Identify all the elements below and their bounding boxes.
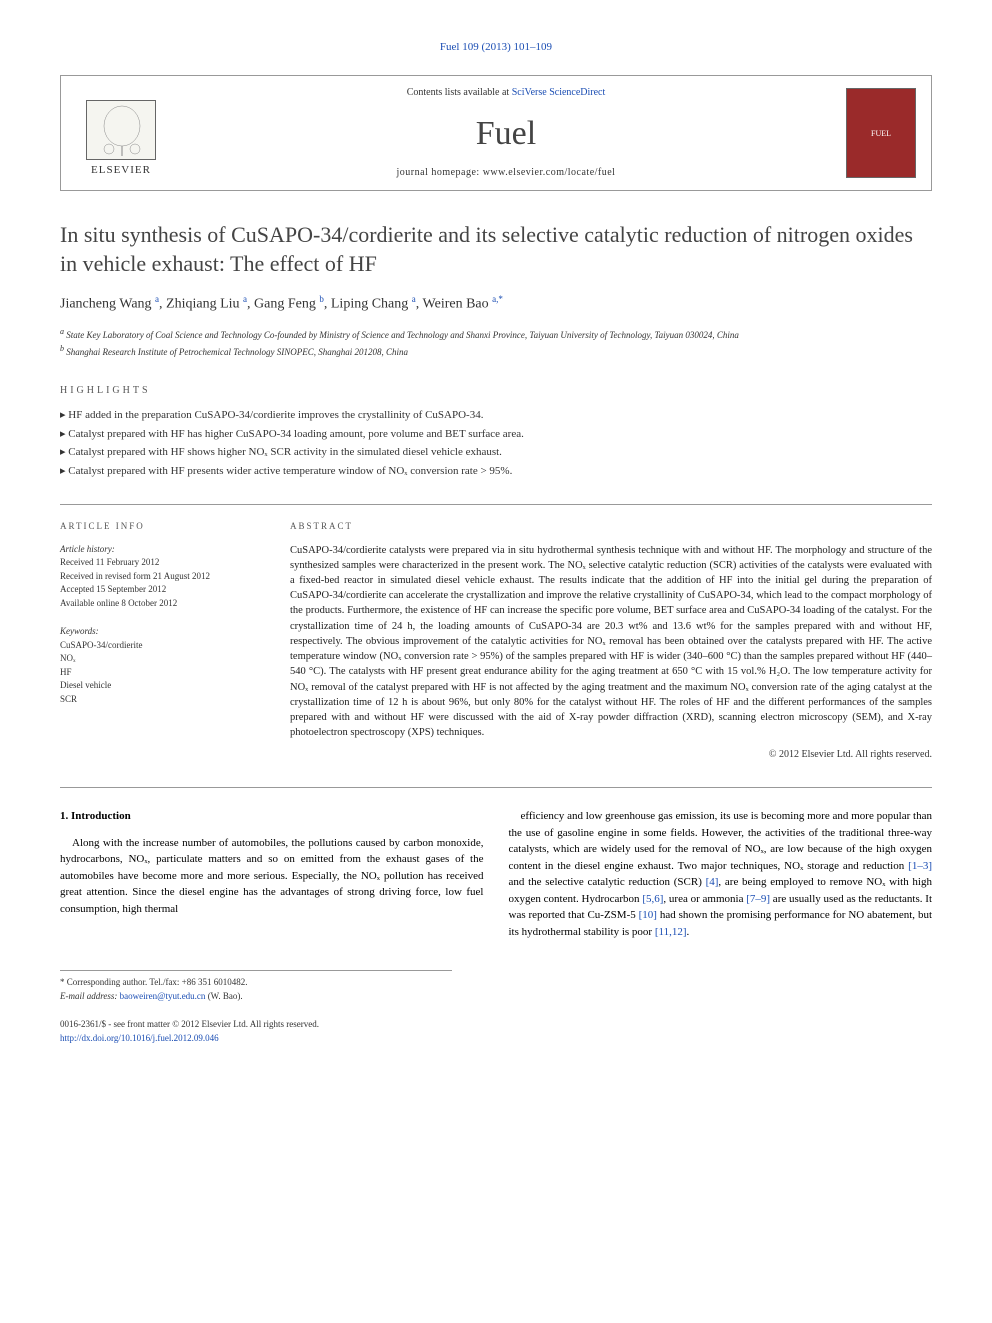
ref-4[interactable]: [4] (706, 876, 719, 888)
highlights-label: HIGHLIGHTS (60, 384, 932, 398)
affiliations: a State Key Laboratory of Coal Science a… (60, 326, 932, 359)
email-name: (W. Bao). (205, 991, 242, 1001)
rt1: efficiency and low greenhouse gas emissi… (509, 810, 933, 872)
intro-para-right: efficiency and low greenhouse gas emissi… (509, 808, 933, 940)
history-revised: Received in revised form 21 August 2012 (60, 570, 260, 584)
contents-line: Contents lists available at SciVerse Sci… (166, 86, 846, 100)
journal-center: Contents lists available at SciVerse Sci… (166, 86, 846, 180)
issn-line: 0016-2361/$ - see front matter © 2012 El… (60, 1018, 932, 1032)
intro-para-left: Along with the increase number of automo… (60, 835, 484, 918)
ref-11-12[interactable]: [11,12] (655, 926, 687, 938)
highlight-item: Catalyst prepared with HF shows higher N… (60, 445, 932, 460)
abstract-label: ABSTRACT (290, 520, 932, 533)
affiliation-b-text: Shanghai Research Institute of Petrochem… (66, 347, 408, 357)
history-online: Available online 8 October 2012 (60, 597, 260, 611)
body-columns: 1. Introduction Along with the increase … (60, 808, 932, 940)
article-title: In situ synthesis of CuSAPO-34/cordierit… (60, 221, 932, 278)
highlight-item: HF added in the preparation CuSAPO-34/co… (60, 408, 932, 423)
email-label: E-mail address: (60, 991, 120, 1001)
citation-link[interactable]: Fuel 109 (2013) 101–109 (60, 40, 932, 55)
abstract-section: ABSTRACT CuSAPO-34/cordierite catalysts … (290, 520, 932, 762)
ref-5-6[interactable]: [5,6] (642, 893, 663, 905)
corresponding-author: * Corresponding author. Tel./fax: +86 35… (60, 970, 452, 1003)
email-link[interactable]: baoweiren@tyut.edu.cn (120, 991, 206, 1001)
ref-10[interactable]: [10] (639, 909, 657, 921)
keyword-item: Diesel vehicle (60, 679, 260, 693)
authors-line: Jiancheng Wang a, Zhiqiang Liu a, Gang F… (60, 293, 932, 314)
affiliation-a: a State Key Laboratory of Coal Science a… (60, 326, 932, 343)
keyword-item: HF (60, 666, 260, 680)
issn-doi: 0016-2361/$ - see front matter © 2012 El… (60, 1018, 932, 1045)
right-column: efficiency and low greenhouse gas emissi… (509, 808, 933, 940)
ref-7-9[interactable]: [7–9] (746, 893, 770, 905)
left-column: 1. Introduction Along with the increase … (60, 808, 484, 940)
corresponding-label: * Corresponding author. Tel./fax: +86 35… (60, 976, 452, 990)
elsevier-logo[interactable]: ELSEVIER (76, 88, 166, 178)
rt4: , urea or ammonia (663, 893, 746, 905)
article-info-label: ARTICLE INFO (60, 520, 260, 533)
intro-heading: 1. Introduction (60, 808, 484, 825)
abstract-copyright: © 2012 Elsevier Ltd. All rights reserved… (290, 748, 932, 762)
affiliation-b: b Shanghai Research Institute of Petroch… (60, 343, 932, 360)
highlight-item: Catalyst prepared with HF presents wider… (60, 464, 932, 479)
journal-title: Fuel (166, 110, 846, 158)
journal-cover-thumbnail[interactable]: FUEL (846, 88, 916, 178)
highlight-item: Catalyst prepared with HF has higher CuS… (60, 427, 932, 442)
history-accepted: Accepted 15 September 2012 (60, 583, 260, 597)
footer: * Corresponding author. Tel./fax: +86 35… (60, 970, 932, 1045)
rt2: and the selective catalytic reduction (S… (509, 876, 706, 888)
keywords-block: Keywords: CuSAPO-34/cordieriteNOₓHFDiese… (60, 625, 260, 706)
elsevier-tree-icon (86, 100, 156, 160)
journal-header: ELSEVIER Contents lists available at Sci… (60, 75, 932, 191)
keyword-item: NOₓ (60, 652, 260, 666)
rt7: . (687, 926, 690, 938)
keywords-list: CuSAPO-34/cordieriteNOₓHFDiesel vehicleS… (60, 639, 260, 707)
doi-link[interactable]: http://dx.doi.org/10.1016/j.fuel.2012.09… (60, 1033, 219, 1043)
history-received: Received 11 February 2012 (60, 556, 260, 570)
info-abstract-row: ARTICLE INFO Article history: Received 1… (60, 504, 932, 762)
sciencedirect-link[interactable]: SciVerse ScienceDirect (512, 87, 606, 98)
ref-1-3[interactable]: [1–3] (908, 860, 932, 872)
journal-homepage: journal homepage: www.elsevier.com/locat… (166, 166, 846, 180)
highlights-section: HIGHLIGHTS HF added in the preparation C… (60, 384, 932, 479)
history-label: Article history: (60, 543, 260, 557)
abstract-text: CuSAPO-34/cordierite catalysts were prep… (290, 543, 932, 741)
elsevier-text: ELSEVIER (91, 163, 151, 178)
keyword-item: CuSAPO-34/cordierite (60, 639, 260, 653)
highlights-list: HF added in the preparation CuSAPO-34/co… (60, 408, 932, 479)
email-line: E-mail address: baoweiren@tyut.edu.cn (W… (60, 990, 452, 1004)
affiliation-a-text: State Key Laboratory of Coal Science and… (66, 330, 739, 340)
article-history: Article history: Received 11 February 20… (60, 543, 260, 611)
article-info: ARTICLE INFO Article history: Received 1… (60, 520, 260, 762)
keyword-item: SCR (60, 693, 260, 707)
contents-text: Contents lists available at (407, 87, 512, 98)
keywords-label: Keywords: (60, 625, 260, 639)
divider (60, 787, 932, 788)
